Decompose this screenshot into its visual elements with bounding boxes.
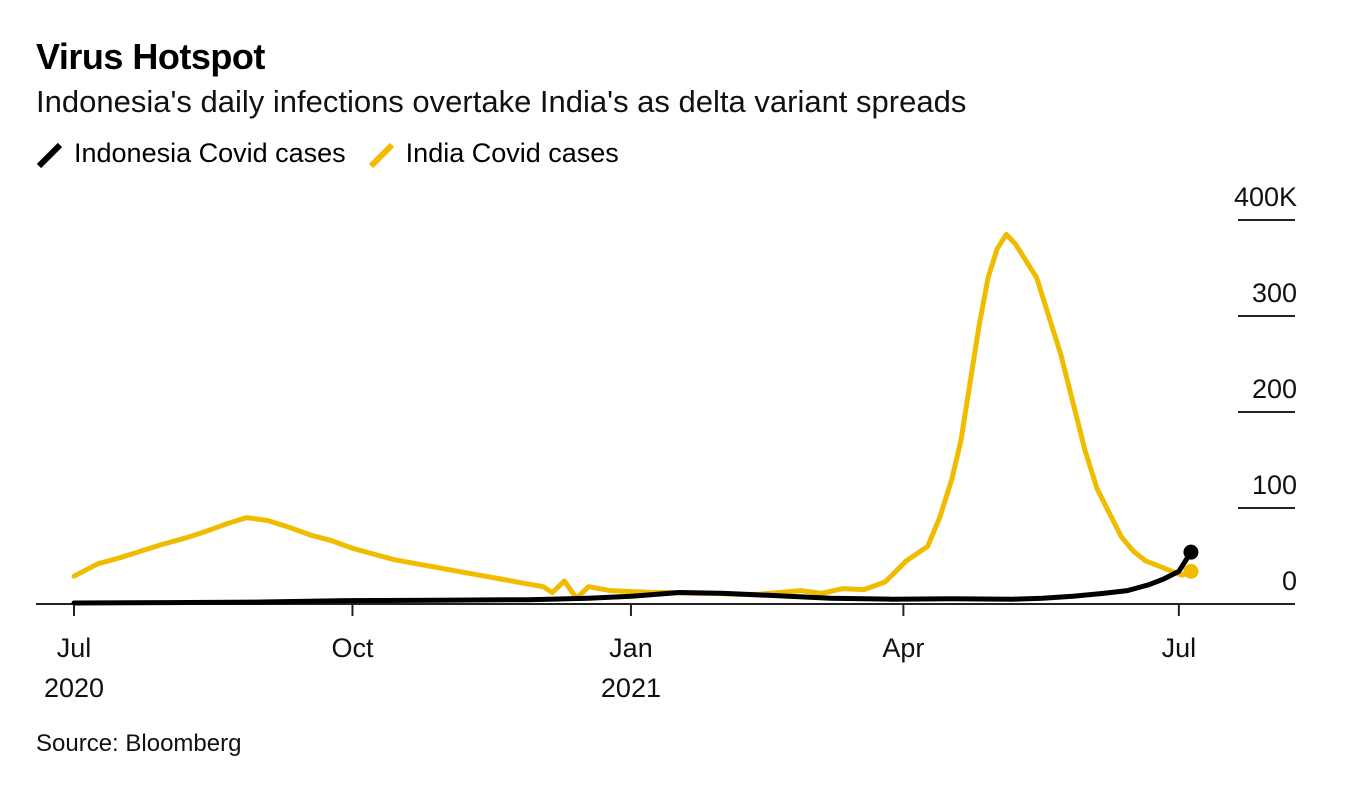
y-tick-label: 300 bbox=[1252, 278, 1297, 308]
x-tick-year-label: 2020 bbox=[44, 673, 104, 703]
series-line-indonesia bbox=[71, 549, 1194, 606]
x-tick-label: Apr bbox=[882, 633, 924, 663]
y-tick-label: 100 bbox=[1252, 470, 1297, 500]
series-line-india bbox=[71, 231, 1194, 601]
x-tick-label: Jan bbox=[609, 633, 653, 663]
legend-swatch-indonesia-icon bbox=[36, 142, 63, 168]
y-tick-label: 0 bbox=[1282, 566, 1297, 596]
x-tick-label: Jul bbox=[57, 633, 92, 663]
x-tick-label: Jul bbox=[1162, 633, 1197, 663]
source-note: Source: Bloomberg bbox=[36, 730, 242, 757]
series-end-marker-indonesia bbox=[1183, 544, 1199, 560]
chart-legend: Indonesia Covid cases India Covid cases bbox=[36, 138, 641, 169]
legend-swatch-india-icon bbox=[368, 142, 394, 168]
x-tick-label: Oct bbox=[331, 633, 374, 663]
chart-title: Virus Hotspot bbox=[36, 36, 265, 77]
legend-item-india: India Covid cases bbox=[368, 138, 619, 169]
y-tick-label: 400K bbox=[1234, 182, 1297, 212]
series-end-marker-india bbox=[1183, 563, 1199, 579]
legend-label-india: India Covid cases bbox=[405, 138, 619, 168]
legend-item-indonesia: Indonesia Covid cases bbox=[36, 138, 346, 169]
chart-subtitle: Indonesia's daily infections overtake In… bbox=[36, 84, 967, 119]
y-tick-label: 200 bbox=[1252, 374, 1297, 404]
legend-label-indonesia: Indonesia Covid cases bbox=[74, 138, 346, 168]
x-tick-year-label: 2021 bbox=[601, 673, 661, 703]
